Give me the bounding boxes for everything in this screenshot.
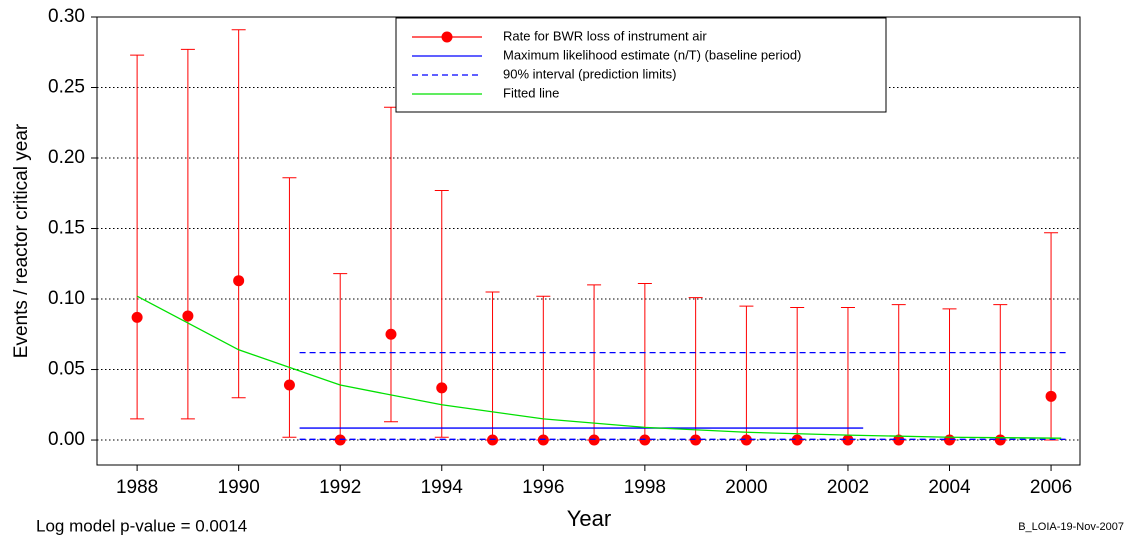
error-bar bbox=[130, 54, 145, 420]
annotation: B_LOIA-19-Nov-2007 bbox=[1018, 521, 1124, 533]
annotation: Log model p-value = 0.0014 bbox=[36, 516, 247, 535]
error-bar bbox=[637, 283, 652, 441]
error-bar bbox=[739, 305, 754, 441]
y-tick-label: 0.10 bbox=[48, 288, 85, 309]
rate-point bbox=[842, 434, 854, 446]
x-tick-label: 2002 bbox=[827, 477, 869, 498]
x-tick-label: 2004 bbox=[928, 477, 971, 498]
y-tick-label: 0.25 bbox=[48, 77, 85, 98]
legend-label: Maximum likelihood estimate (n/T) (basel… bbox=[503, 47, 801, 62]
error-bar bbox=[993, 304, 1008, 441]
rate-point bbox=[944, 434, 956, 446]
rate-point bbox=[233, 275, 245, 287]
error-bar bbox=[434, 189, 449, 438]
error-bar bbox=[587, 284, 602, 441]
rate-point bbox=[487, 434, 499, 446]
x-tick-label: 1996 bbox=[522, 477, 564, 498]
rate-point bbox=[182, 310, 194, 322]
rate-point bbox=[588, 434, 600, 446]
legend-label: Fitted line bbox=[503, 85, 559, 100]
rate-point bbox=[1045, 390, 1057, 402]
error-bar bbox=[942, 308, 957, 441]
legend-box bbox=[395, 17, 887, 113]
y-tick-label: 0.00 bbox=[48, 429, 85, 450]
error-bar bbox=[231, 29, 246, 399]
rate-point bbox=[385, 328, 397, 340]
legend-label: 90% interval (prediction limits) bbox=[503, 66, 676, 81]
legend-label: Rate for BWR loss of instrument air bbox=[503, 28, 707, 43]
x-tick-label: 1994 bbox=[421, 477, 464, 498]
x-tick-label: 1990 bbox=[218, 477, 260, 498]
x-axis-label: Year bbox=[567, 506, 611, 531]
y-tick-label: 0.05 bbox=[48, 359, 85, 380]
rate-point bbox=[690, 434, 702, 446]
error-bar bbox=[180, 48, 195, 420]
error-bar bbox=[688, 297, 703, 441]
legend-marker bbox=[441, 31, 453, 43]
rate-point bbox=[893, 434, 905, 446]
error-bar bbox=[485, 291, 500, 441]
x-tick-label: 1998 bbox=[624, 477, 666, 498]
x-tick-label: 2000 bbox=[725, 477, 767, 498]
rate-point bbox=[639, 434, 651, 446]
x-tick-label: 2006 bbox=[1030, 477, 1072, 498]
x-tick-label: 1992 bbox=[319, 477, 361, 498]
error-bar bbox=[891, 304, 906, 441]
rate-point bbox=[740, 434, 752, 446]
error-bar bbox=[282, 177, 297, 438]
rate-point bbox=[283, 379, 295, 391]
y-tick-label: 0.20 bbox=[48, 147, 85, 168]
rate-point bbox=[334, 434, 346, 446]
x-tick-label: 1988 bbox=[116, 477, 158, 498]
error-bar bbox=[383, 106, 398, 423]
rate-point bbox=[537, 434, 549, 446]
y-axis-label: Events / reactor critical year bbox=[11, 123, 32, 358]
rate-point bbox=[994, 434, 1006, 446]
plot-frame bbox=[96, 16, 1081, 466]
y-tick-label: 0.15 bbox=[48, 218, 85, 239]
y-tick-label: 0.30 bbox=[48, 6, 85, 27]
rate-point bbox=[436, 382, 448, 394]
error-bar bbox=[1044, 232, 1059, 441]
error-bar bbox=[790, 306, 805, 441]
rate-point bbox=[791, 434, 803, 446]
error-bar bbox=[840, 306, 855, 441]
rate-point bbox=[131, 311, 143, 323]
line bbox=[136, 295, 1062, 439]
